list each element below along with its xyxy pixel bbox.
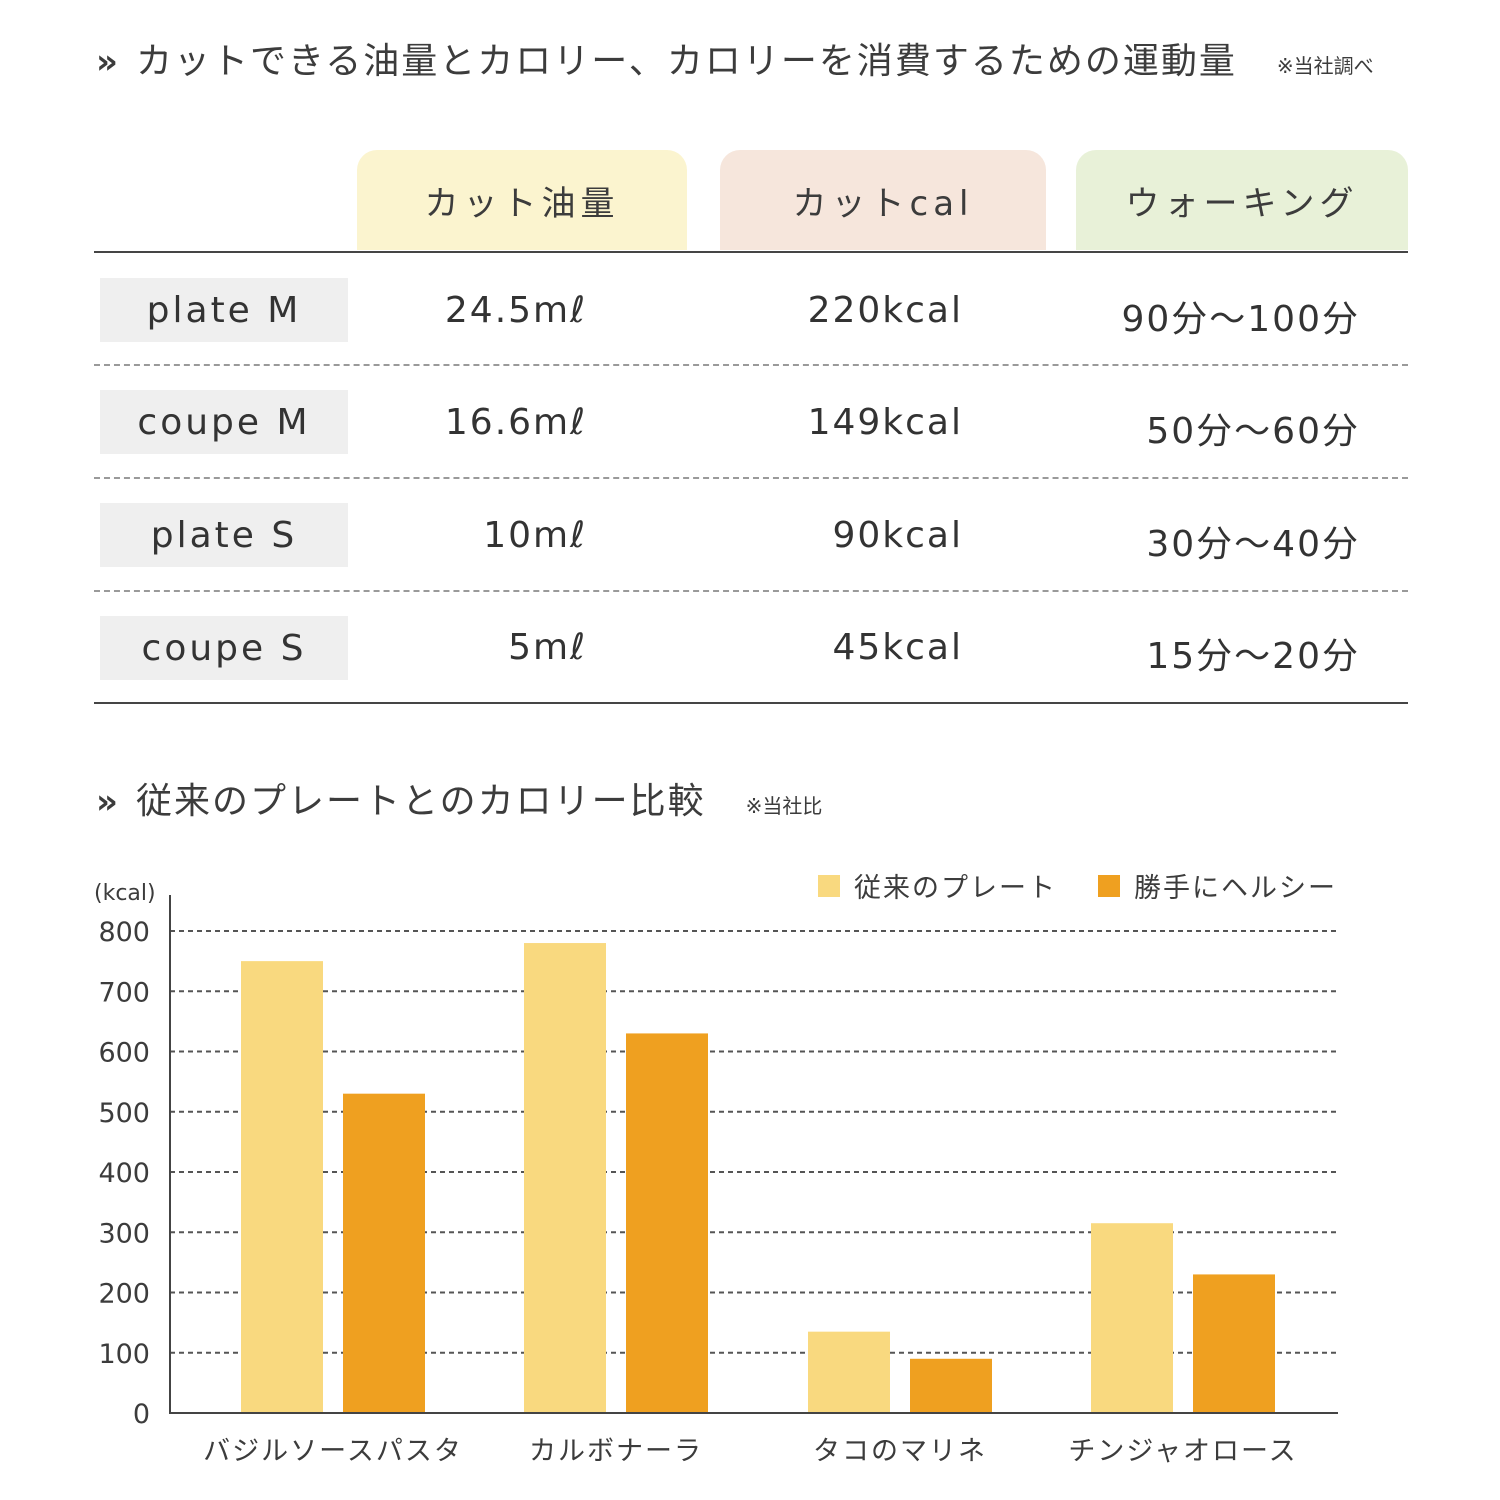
cell-oil: 24.5mℓ [444, 290, 587, 331]
chart-section-title: » 従来のプレートとのカロリー比較 ※当社比 [96, 772, 822, 824]
cell-walking: 90分〜100分 [1121, 299, 1360, 340]
y-tick-label: 300 [98, 1218, 150, 1249]
chevron-icon: » [96, 42, 120, 82]
bar-healthy [343, 1093, 425, 1413]
legend-item-conventional: 従来のプレート [818, 866, 1057, 905]
cell-walking: 30分〜40分 [1146, 524, 1360, 565]
cell-oil: 10mℓ [483, 515, 587, 556]
y-tick-label: 500 [98, 1098, 150, 1129]
table-bottom-rule [94, 702, 1408, 704]
y-tick-label: 0 [133, 1399, 150, 1430]
legend-item-healthy: 勝手にヘルシー [1098, 866, 1337, 905]
legend-label-healthy: 勝手にヘルシー [1134, 873, 1337, 904]
bar-healthy [910, 1358, 992, 1413]
cell-calories: 45kcal [832, 627, 963, 668]
table-note: ※当社調べ [1276, 54, 1374, 78]
category-label: チンジャオロース [1068, 1436, 1297, 1467]
y-axis-unit-label: (kcal) [94, 881, 156, 906]
cell-oil: 16.6mℓ [444, 402, 587, 443]
row-label-plate-m: plate M [100, 278, 348, 342]
row-divider [94, 477, 1408, 479]
row-label-coupe-m: coupe M [100, 390, 348, 454]
column-header-calories: カットcal [720, 150, 1046, 250]
bar-conventional [808, 1331, 890, 1413]
legend-swatch-healthy [1098, 874, 1120, 897]
bar-conventional [241, 961, 323, 1413]
y-tick-label: 200 [98, 1279, 150, 1310]
y-tick-label: 700 [98, 977, 150, 1008]
row-label-coupe-s: coupe S [100, 616, 348, 680]
y-tick-label: 600 [98, 1038, 150, 1069]
chart-note: ※当社比 [745, 794, 823, 818]
cell-calories: 220kcal [807, 290, 963, 331]
bar-conventional [524, 943, 606, 1413]
legend-label-conventional: 従来のプレート [854, 873, 1057, 904]
category-label: カルボナーラ [529, 1436, 703, 1467]
y-tick-label: 100 [98, 1339, 150, 1370]
y-tick-label: 800 [98, 917, 150, 948]
cell-walking: 15分〜20分 [1146, 636, 1360, 677]
cell-calories: 90kcal [832, 515, 963, 556]
legend-swatch-conventional [818, 874, 840, 897]
category-label: バジルソースパスタ [203, 1436, 463, 1467]
row-divider [94, 364, 1408, 366]
table-top-rule [94, 251, 1408, 253]
column-header-oil: カット油量 [357, 150, 687, 250]
chart-title-text: 従来のプレートとのカロリー比較 [135, 781, 706, 822]
bar-conventional [1091, 1223, 1173, 1413]
bar-healthy [626, 1033, 708, 1413]
table-section-title: » カットできる油量とカロリー、カロリーを消費するための運動量 ※当社調べ [96, 32, 1374, 84]
cell-calories: 149kcal [807, 402, 963, 443]
cell-oil: 5mℓ [508, 627, 587, 668]
row-label-plate-s: plate S [100, 503, 348, 567]
row-divider [94, 590, 1408, 592]
cell-walking: 50分〜60分 [1146, 411, 1360, 452]
y-tick-label: 400 [98, 1158, 150, 1189]
bar-healthy [1193, 1274, 1275, 1413]
column-header-walking: ウォーキング [1076, 150, 1408, 250]
chevron-icon: » [96, 782, 120, 822]
category-label: タコのマリネ [813, 1436, 987, 1467]
table-title-text: カットできる油量とカロリー、カロリーを消費するための運動量 [135, 41, 1237, 82]
